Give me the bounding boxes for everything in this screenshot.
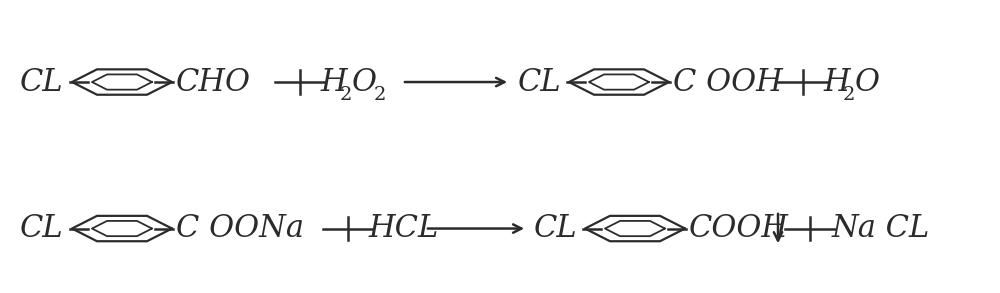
Text: CL: CL — [534, 213, 578, 244]
Text: C OONa: C OONa — [176, 213, 304, 244]
Text: CL: CL — [20, 67, 64, 98]
Text: C OOH: C OOH — [673, 67, 783, 98]
Text: Na CL: Na CL — [832, 213, 930, 244]
Text: HCL: HCL — [368, 213, 438, 244]
Text: CL: CL — [20, 213, 64, 244]
Text: COOH: COOH — [689, 213, 789, 244]
Text: H: H — [823, 67, 850, 98]
Text: O: O — [855, 67, 880, 98]
Text: H: H — [320, 67, 347, 98]
Text: 2: 2 — [374, 86, 386, 104]
Text: CHO: CHO — [176, 67, 251, 98]
Text: CL: CL — [518, 67, 562, 98]
Text: 2: 2 — [340, 86, 352, 104]
Text: O: O — [352, 67, 377, 98]
Text: 2: 2 — [843, 86, 855, 104]
